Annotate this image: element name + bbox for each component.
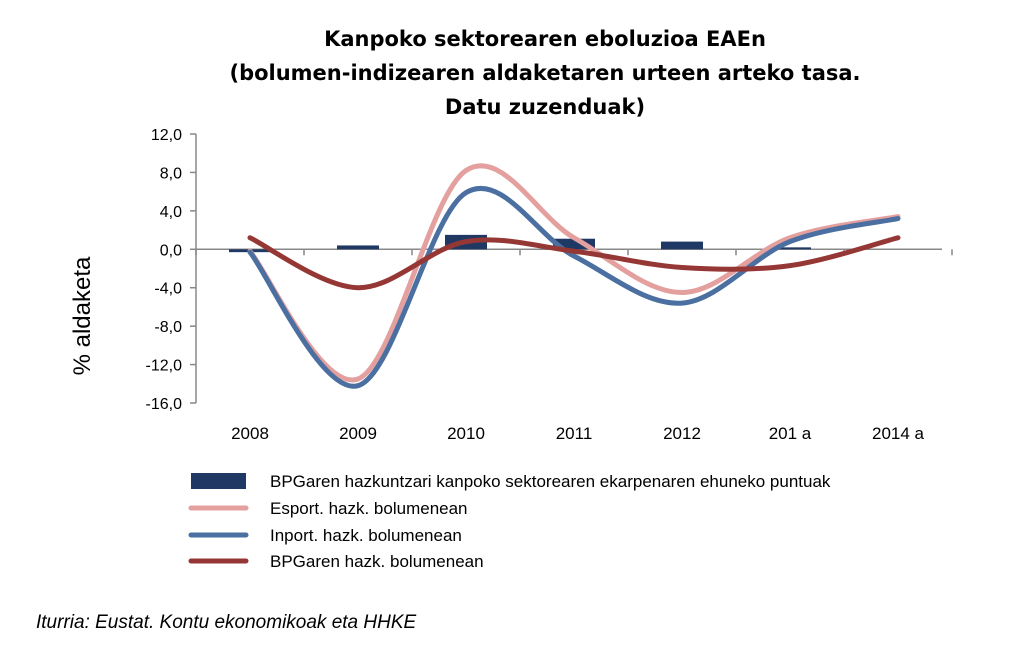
legend-label: BPGaren hazkuntzari kanpoko sektorearen … xyxy=(270,472,831,491)
y-tick-label: 12,0 xyxy=(151,127,182,144)
y-tick-label: -16,0 xyxy=(146,396,183,413)
x-tick-label: 201 a xyxy=(769,424,812,443)
x-tick-label: 2014 a xyxy=(872,424,925,443)
series-line xyxy=(247,235,901,291)
x-tick-label: 2010 xyxy=(447,424,485,443)
series-line xyxy=(247,185,901,389)
chart-title-line-2: (bolumen-indizearen aldaketaren urteen a… xyxy=(229,61,860,85)
x-tick-label: 2011 xyxy=(556,424,593,443)
y-tick-label: 4,0 xyxy=(160,204,182,221)
y-tick-label: -4,0 xyxy=(154,281,182,298)
chart-title-line-3: Datu zuzenduak) xyxy=(445,95,645,119)
y-tick-label: 0,0 xyxy=(160,242,182,259)
line-series xyxy=(247,163,901,389)
bar xyxy=(769,247,811,250)
bar xyxy=(337,245,379,250)
chart-title: Kanpoko sektorearen eboluzioa EAEn (bolu… xyxy=(229,27,860,119)
legend-swatch xyxy=(191,473,246,489)
legend-label: BPGaren hazk. bolumenean xyxy=(270,552,484,571)
chart-title-line-1: Kanpoko sektorearen eboluzioa EAEn xyxy=(324,27,766,51)
y-axis: 12,0 8,0 4,0 0,0 -4,0 -8,0 -12,0 -16,0 xyxy=(146,127,197,413)
series-line xyxy=(247,163,901,383)
legend: BPGaren hazkuntzari kanpoko sektorearen … xyxy=(188,472,831,571)
y-tick-label: 8,0 xyxy=(160,165,182,182)
x-tick-label: 2009 xyxy=(339,424,377,443)
y-tick-label: -12,0 xyxy=(146,358,183,375)
source-note: Iturria: Eustat. Kontu ekonomikoak eta H… xyxy=(36,612,417,633)
x-tick-label: 2008 xyxy=(231,424,269,443)
x-axis: 2008 2009 2010 2011 2012 201 a 2014 a xyxy=(195,248,953,443)
bar xyxy=(661,241,703,250)
bar xyxy=(553,238,595,250)
legend-label: Esport. hazk. bolumenean xyxy=(270,499,468,518)
y-axis-label: % aldaketa xyxy=(69,256,96,375)
x-tick-label: 2012 xyxy=(663,424,701,443)
legend-label: Inport. hazk. bolumenean xyxy=(270,526,462,545)
y-tick-label: -8,0 xyxy=(154,319,182,336)
